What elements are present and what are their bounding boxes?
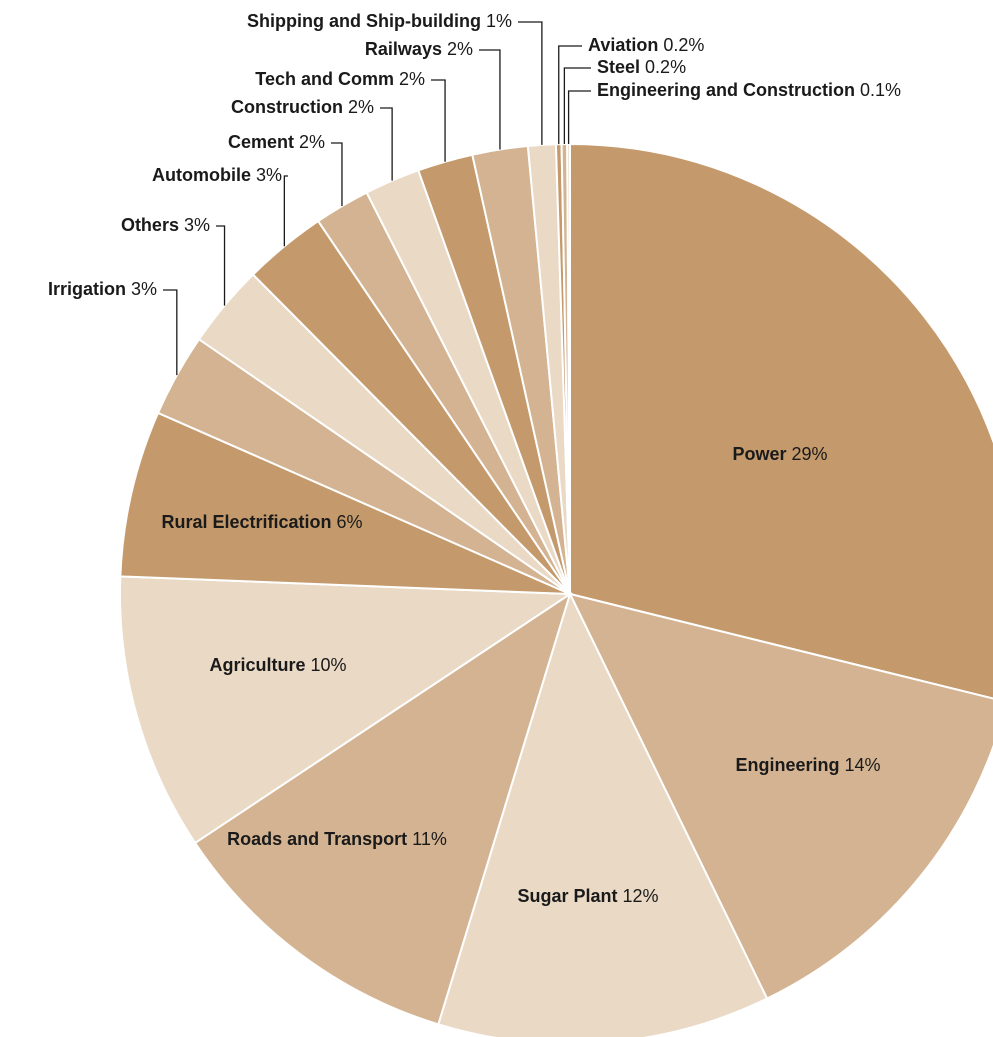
pie-slice	[437, 591, 769, 1037]
slice-value: 0.1%	[860, 80, 901, 100]
slice-label: Engineering and Construction 0.1%	[597, 80, 901, 100]
pie-slice	[568, 592, 993, 1000]
leader-line	[479, 49, 501, 150]
slice-name: Sugar Plant	[517, 886, 617, 906]
leader-line	[283, 175, 288, 247]
leader-line	[380, 107, 393, 181]
slice-value: 2%	[299, 132, 325, 152]
slice-label: Cement 2%	[228, 132, 325, 152]
slice-name: Irrigation	[48, 279, 126, 299]
slice-value: 3%	[256, 165, 282, 185]
pie-slice	[118, 575, 574, 845]
slice-label: Steel 0.2%	[597, 57, 686, 77]
leader-line	[518, 21, 543, 145]
slice-label: Engineering 14%	[735, 755, 880, 775]
slice-label: Irrigation 3%	[48, 279, 157, 299]
slice-name: Rural Electrification	[161, 512, 331, 532]
slice-name: Engineering and Construction	[597, 80, 855, 100]
slice-label: Automobile 3%	[152, 165, 282, 185]
slice-label: Sugar Plant 12%	[517, 886, 658, 906]
pie-slice	[119, 411, 571, 595]
slice-name: Construction	[231, 97, 343, 117]
slice-name: Railways	[365, 39, 442, 59]
slice-value: 6%	[337, 512, 363, 532]
slice-value: 2%	[447, 39, 473, 59]
slice-label: Shipping and Ship-building 1%	[247, 11, 512, 31]
slice-label: Others 3%	[121, 215, 210, 235]
slice-name: Shipping and Ship-building	[247, 11, 481, 31]
slice-value: 11%	[412, 829, 447, 849]
slice-label: Construction 2%	[231, 97, 374, 117]
slice-name: Power	[732, 444, 786, 464]
slice-label: Railways 2%	[365, 39, 473, 59]
slice-label: Roads and Transport 11%	[227, 829, 447, 849]
slice-name: Aviation	[588, 35, 658, 55]
slice-name: Steel	[597, 57, 640, 77]
slice-value: 14%	[845, 755, 881, 775]
slice-name: Automobile	[152, 165, 251, 185]
slice-value: 0.2%	[663, 35, 704, 55]
leader-line	[563, 67, 591, 145]
slice-label: Aviation 0.2%	[588, 35, 704, 55]
slice-name: Others	[121, 215, 179, 235]
leader-line	[163, 289, 178, 376]
slice-name: Tech and Comm	[255, 69, 394, 89]
slice-name: Engineering	[735, 755, 839, 775]
slice-label: Power 29%	[732, 444, 827, 464]
slice-value: 3%	[184, 215, 210, 235]
leader-line	[216, 225, 226, 306]
slice-value: 0.2%	[645, 57, 686, 77]
slice-name: Roads and Transport	[227, 829, 407, 849]
leader-line	[567, 90, 591, 145]
slice-name: Agriculture	[209, 655, 305, 675]
slice-value: 10%	[311, 655, 347, 675]
leader-line	[431, 79, 446, 162]
slice-name: Cement	[228, 132, 294, 152]
slice-value: 2%	[399, 69, 425, 89]
pie-slice	[193, 591, 572, 1026]
slice-value: 29%	[792, 444, 828, 464]
slice-label: Tech and Comm 2%	[255, 69, 425, 89]
leader-line	[558, 45, 582, 145]
slice-value: 12%	[623, 886, 659, 906]
leader-line	[331, 142, 343, 207]
slice-value: 1%	[486, 11, 512, 31]
pie-slice	[566, 142, 571, 595]
slice-value: 2%	[348, 97, 374, 117]
pie-slice	[569, 142, 993, 700]
slice-value: 3%	[131, 279, 157, 299]
slice-label: Rural Electrification 6%	[161, 512, 362, 532]
slice-label: Agriculture 10%	[209, 655, 346, 675]
